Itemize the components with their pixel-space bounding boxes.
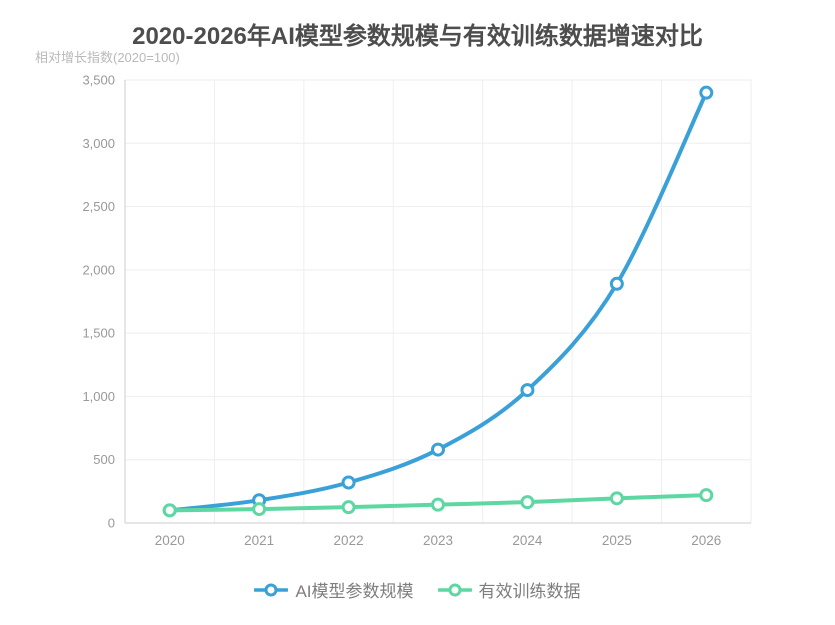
y-tick-label: 2,500 — [82, 199, 115, 214]
data-point-series-1[interactable] — [341, 500, 356, 515]
data-point-series-0[interactable] — [520, 383, 535, 398]
y-tick-label: 3,500 — [82, 73, 115, 88]
y-tick-label: 2,000 — [82, 262, 115, 277]
data-point-series-1[interactable] — [162, 503, 177, 518]
chart-legend: AI模型参数规模 有效训练数据 — [0, 577, 835, 602]
data-point-series-0[interactable] — [609, 276, 624, 291]
y-tick-label: 0 — [108, 516, 115, 531]
legend-item-1[interactable]: 有效训练数据 — [437, 577, 581, 602]
x-tick-label: 2026 — [691, 533, 721, 548]
data-point-series-1[interactable] — [252, 502, 267, 517]
x-tick-label: 2021 — [244, 533, 274, 548]
y-tick-label: 1,500 — [82, 326, 115, 341]
legend-item-0[interactable]: AI模型参数规模 — [254, 577, 414, 602]
data-point-series-0[interactable] — [341, 475, 356, 490]
legend-marker-icon — [437, 583, 472, 596]
data-point-series-0[interactable] — [699, 85, 714, 100]
data-point-series-1[interactable] — [520, 495, 535, 510]
x-tick-label: 2022 — [334, 533, 364, 548]
chart-title: 2020-2026年AI模型参数规模与有效训练数据增速对比 — [132, 23, 703, 50]
legend-label: 有效训练数据 — [478, 582, 581, 601]
y-tick-label: 500 — [93, 452, 115, 467]
x-tick-label: 2023 — [423, 533, 453, 548]
legend-label: AI模型参数规模 — [295, 582, 414, 601]
data-point-series-1[interactable] — [699, 488, 714, 503]
data-point-series-1[interactable] — [431, 497, 445, 512]
x-tick-label: 2025 — [602, 533, 632, 548]
x-tick-label: 2024 — [512, 533, 543, 548]
data-point-series-0[interactable] — [431, 442, 445, 457]
legend-marker-icon — [254, 583, 289, 596]
y-tick-label: 1,000 — [82, 389, 115, 404]
y-tick-label: 3,000 — [82, 136, 115, 151]
y-axis-name: 相对增长指数(2020=100) — [35, 50, 180, 65]
x-tick-label: 2020 — [155, 533, 185, 548]
data-point-series-1[interactable] — [609, 491, 624, 506]
